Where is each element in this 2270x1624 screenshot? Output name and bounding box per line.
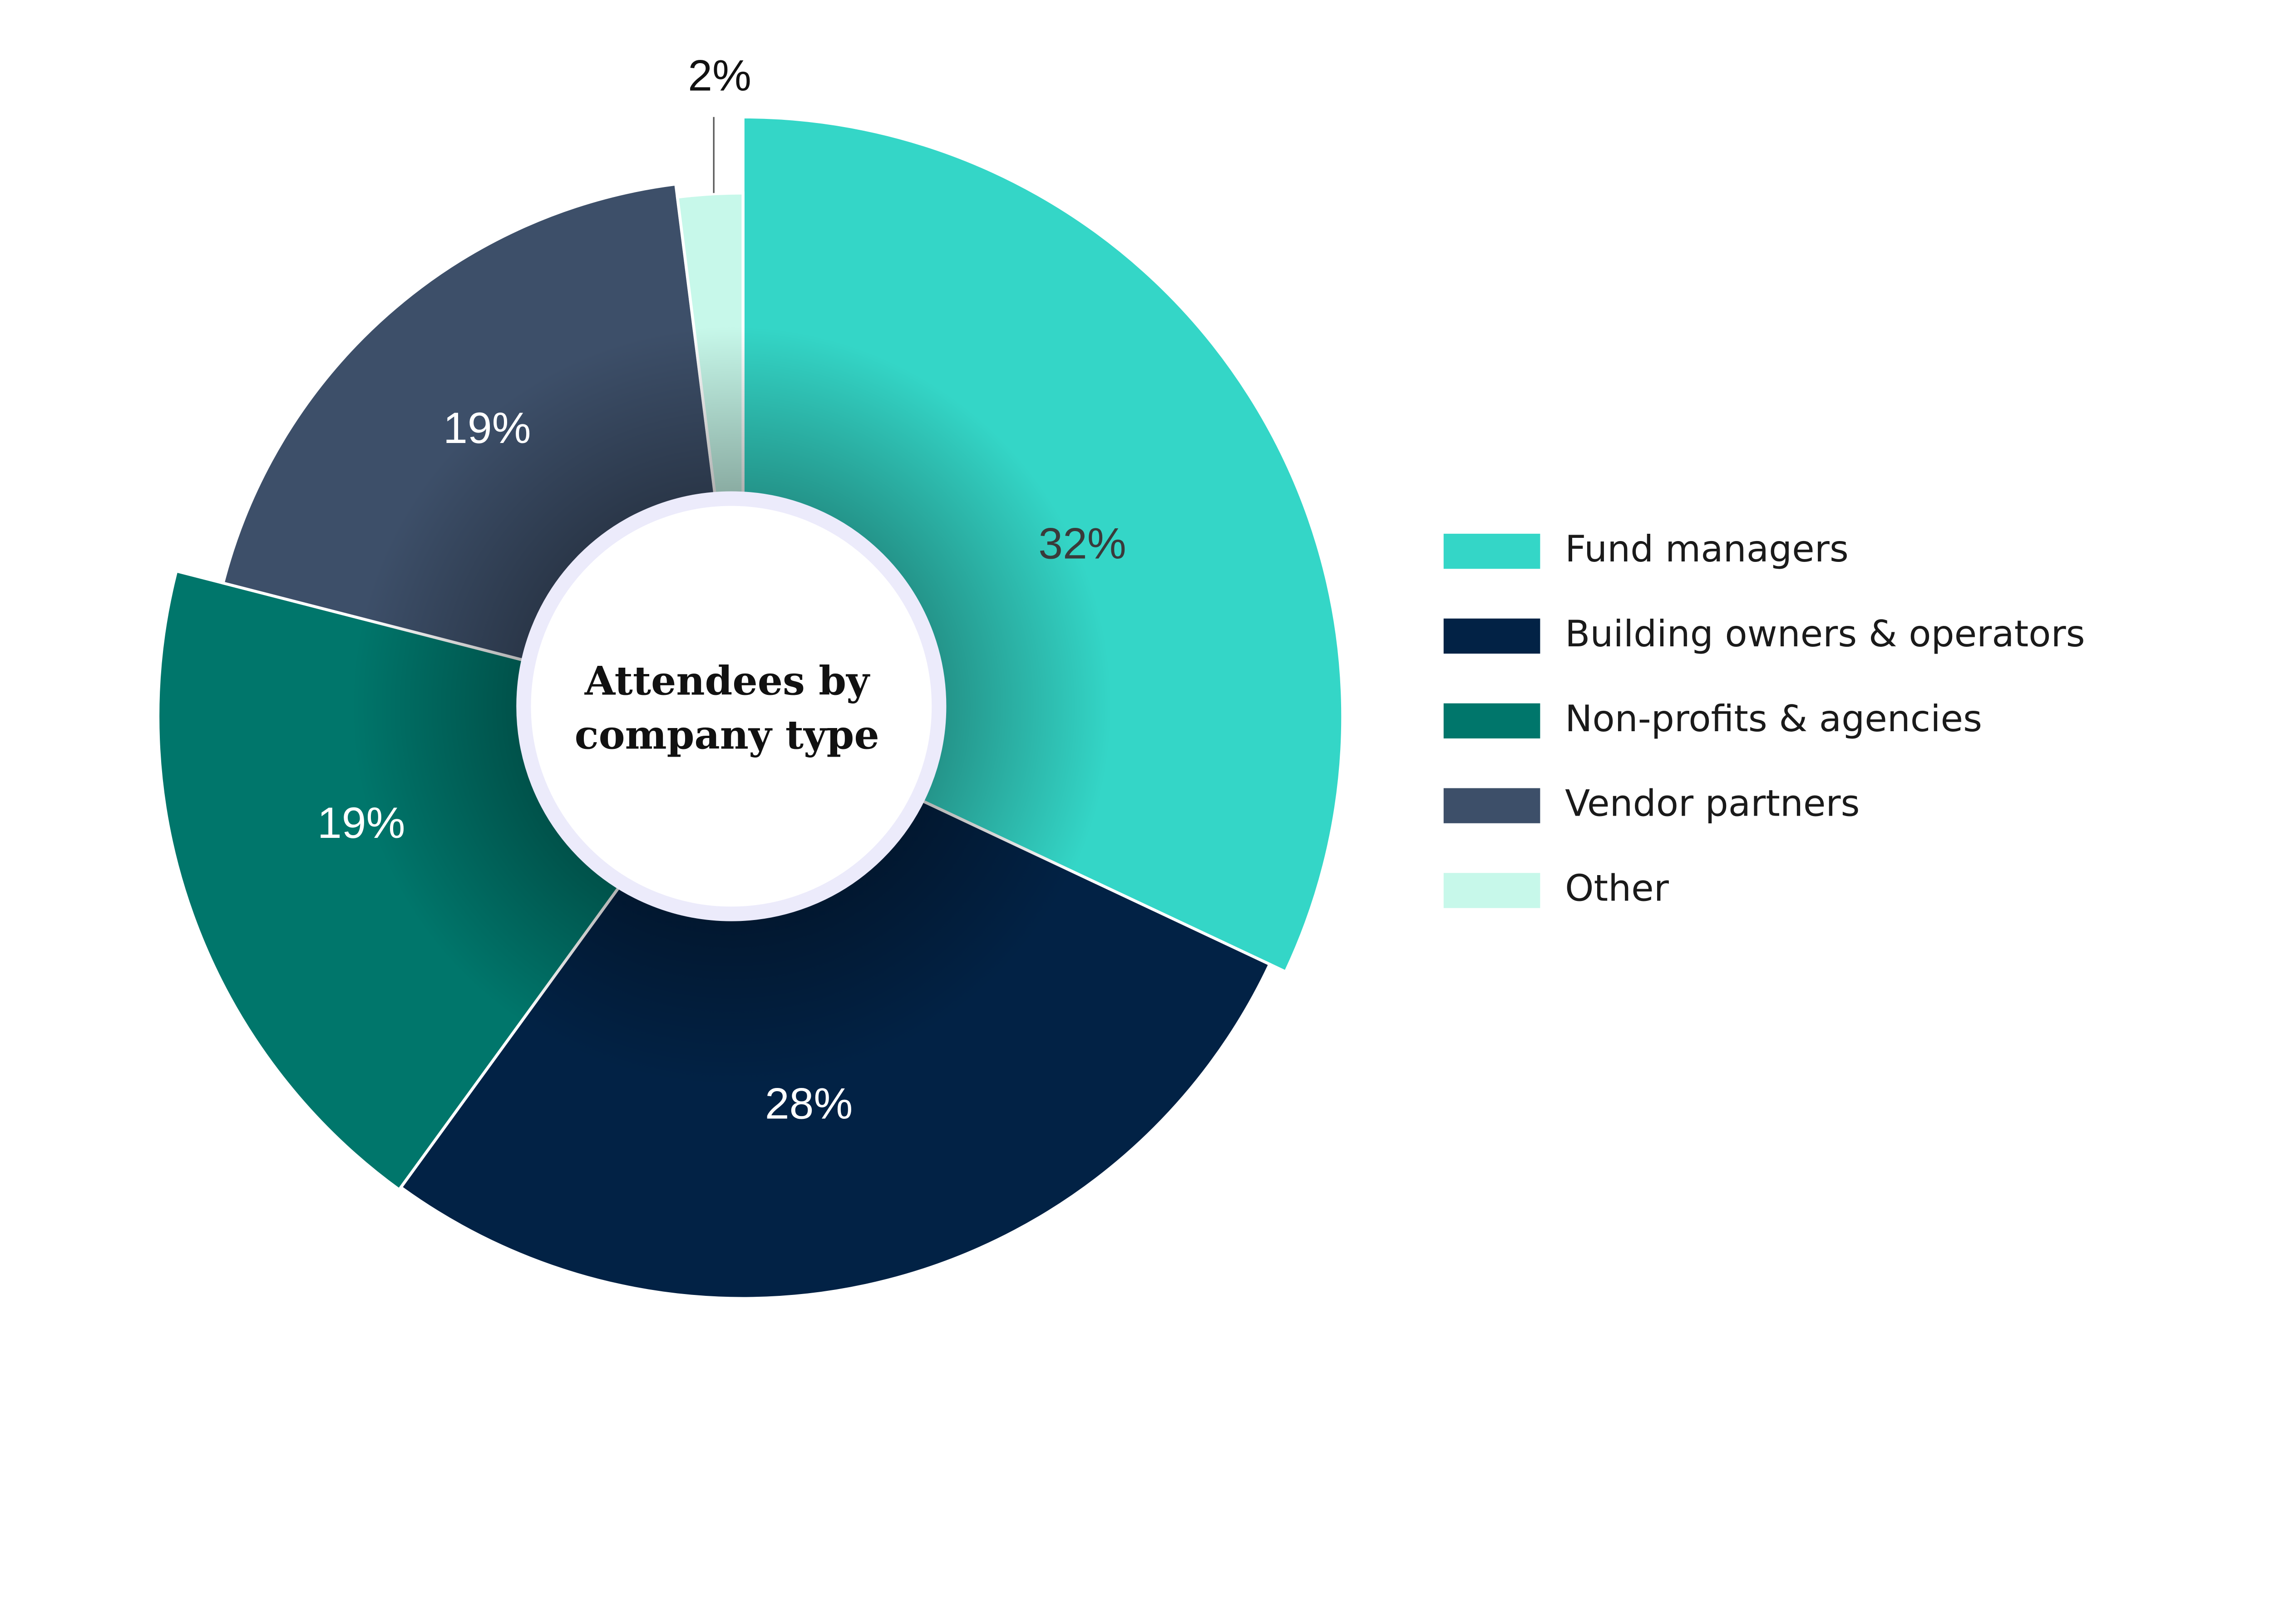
center-circle — [516, 491, 947, 921]
legend-label: Building owners & operators — [1565, 612, 2085, 655]
data-label-vendor-partners: 19% — [443, 404, 531, 453]
legend-swatch — [1443, 788, 1540, 823]
legend-label: Non-profits & agencies — [1565, 697, 1982, 740]
legend-label: Other — [1565, 867, 1669, 910]
legend-swatch — [1443, 873, 1540, 908]
legend-item-vendor-partners: Vendor partners — [1443, 782, 1860, 825]
legend-item-fund-managers: Fund managers — [1443, 527, 1849, 570]
chart-title-line-1: Attendees by — [584, 657, 870, 704]
legend-item-other: Other — [1443, 867, 1669, 910]
chart-title-line-2: company type — [575, 711, 879, 758]
legend-item-building-owners-operators: Building owners & operators — [1443, 612, 2085, 655]
data-label-building-owners-operators: 28% — [765, 1080, 853, 1128]
legend-item-non-profits-agencies: Non-profits & agencies — [1443, 697, 1982, 740]
legend-label: Fund managers — [1565, 527, 1849, 570]
legend-label: Vendor partners — [1565, 782, 1860, 825]
data-label-other: 2% — [688, 52, 751, 100]
legend: Fund managers Building owners & operators… — [1443, 527, 2085, 910]
data-label-fund-managers: 32% — [1038, 520, 1126, 568]
data-labels: 32% 28% 19% 19% 2% — [317, 52, 1126, 1128]
legend-swatch — [1443, 618, 1540, 654]
pie-chart: 32%28%19%19%2% Attendees by company type … — [158, 51, 2085, 1299]
legend-swatch — [1443, 533, 1540, 569]
legend-swatch — [1443, 703, 1540, 738]
chart-title: Attendees by company type — [575, 657, 879, 758]
data-label-non-profits-agencies: 19% — [317, 799, 405, 847]
